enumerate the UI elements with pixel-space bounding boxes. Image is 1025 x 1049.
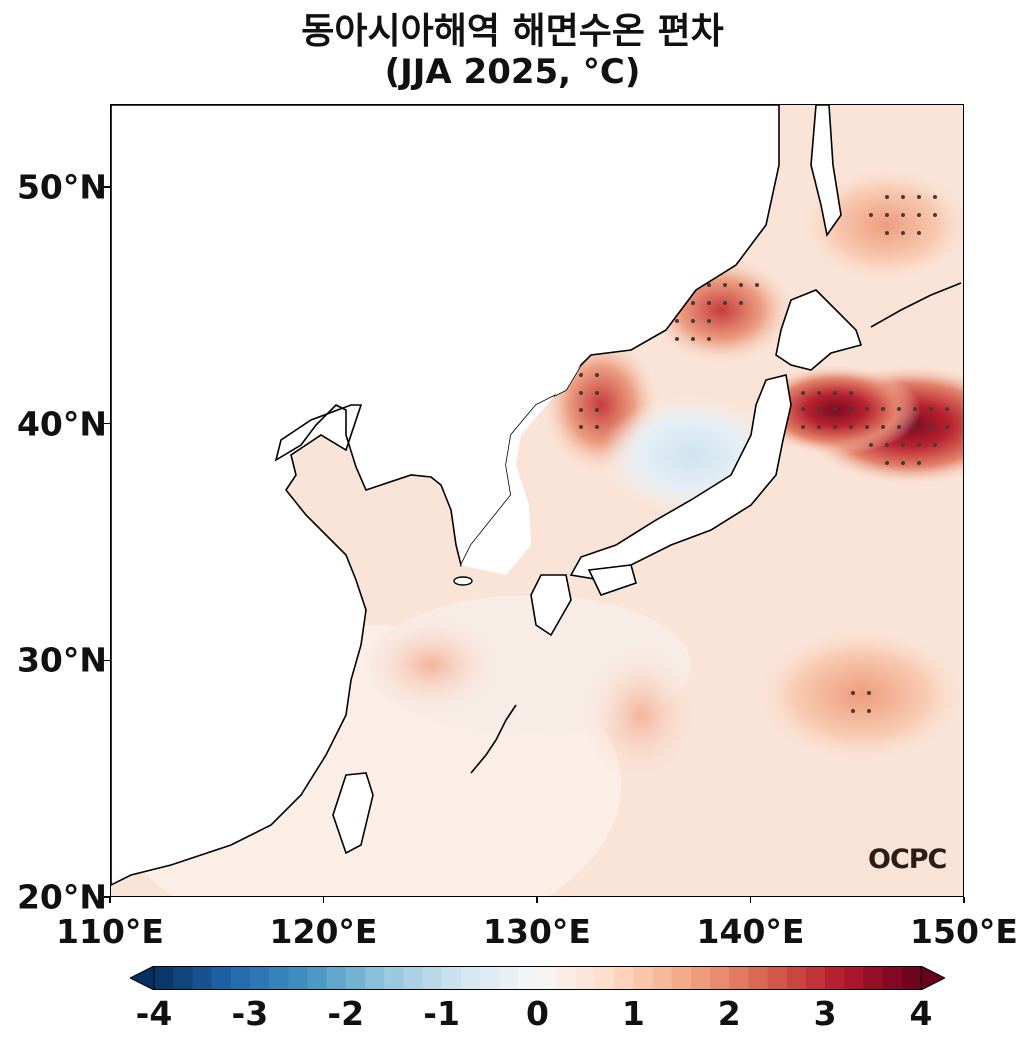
kyushu-island [530, 574, 572, 637]
y-tick-label: 20°N [16, 877, 107, 917]
colorbar-tick-label: 4 [909, 994, 933, 1033]
y-tick-mark [104, 659, 110, 662]
sst-anomaly-map [110, 104, 964, 897]
y-tick-label: 40°N [16, 404, 107, 444]
x-tick-mark [536, 897, 538, 903]
colorbar-cell [460, 966, 481, 990]
colorbar-cell [326, 966, 347, 990]
colorbar-cell [403, 966, 423, 990]
colorbar-cell [786, 966, 807, 990]
map-subtitle: (JJA 2025, °C) [384, 52, 641, 92]
taiwan-island [332, 772, 374, 855]
y-tick-label: 50°N [16, 167, 107, 207]
colorbar-tick-label: 3 [813, 994, 837, 1033]
colorbar-tick-label: 0 [526, 994, 549, 1033]
colorbar-tick-label: 1 [621, 994, 645, 1033]
x-tick-label: 150°E [910, 912, 1018, 951]
colorbar-cell [230, 966, 251, 990]
colorbar-max-extend [920, 966, 945, 990]
significance-stippling [579, 195, 949, 713]
kuril-islands [870, 282, 962, 328]
colorbar-cell [595, 966, 615, 990]
y-tick-label: 30°N [16, 640, 107, 680]
colorbar [130, 966, 945, 990]
colorbar-cell [249, 966, 270, 990]
ocpc-logo: OCPC [868, 844, 947, 875]
colorbar-cell [518, 966, 538, 990]
x-tick-mark [749, 897, 752, 903]
x-tick-mark [109, 897, 111, 903]
x-tick-label: 110°E [56, 912, 164, 951]
korean-peninsula [461, 365, 581, 575]
colorbar-tick-label: -3 [231, 994, 269, 1033]
colorbar-cell [364, 966, 385, 990]
colorbar-cell [173, 966, 193, 990]
colorbar-cell [844, 966, 864, 990]
colorbar-cell [652, 966, 673, 990]
colorbar-cell [710, 966, 730, 990]
colorbar-tick-label: -4 [135, 994, 173, 1033]
x-tick-label: 120°E [269, 912, 378, 951]
colorbar-cell [575, 966, 596, 990]
colorbar-tick-label: -2 [327, 994, 365, 1033]
y-tick-mark [104, 186, 110, 188]
colorbar-cell [288, 966, 308, 990]
colorbar-cell [825, 966, 845, 990]
colorbar-outline [153, 966, 922, 990]
colorbar-cell [690, 966, 711, 990]
colorbar-cell [882, 966, 903, 990]
sakhalin-island [810, 105, 842, 237]
colorbar-cell [805, 966, 826, 990]
shikoku-island [587, 564, 637, 596]
hokkaido-island [775, 289, 863, 371]
x-tick-mark [963, 897, 965, 903]
region-subtropical-pacific [751, 625, 963, 765]
colorbar-cell [537, 966, 558, 990]
x-tick-mark [322, 897, 325, 903]
colorbar-tick-label: 2 [717, 994, 741, 1033]
colorbar-cell [901, 966, 922, 990]
colorbar-cell [499, 966, 519, 990]
colorbar-cell [422, 966, 443, 990]
colorbar-cell [556, 966, 577, 990]
colorbar-cell [384, 966, 404, 990]
y-tick-mark [104, 896, 110, 898]
colorbar-cell [211, 966, 232, 990]
colorbar-cell [154, 966, 174, 990]
colorbar-min-extend [130, 966, 155, 990]
x-tick-label: 130°E [483, 912, 591, 951]
colorbar-tick-label: -1 [423, 994, 460, 1033]
colorbar-cell [614, 966, 634, 990]
x-tick-label: 140°E [696, 912, 805, 951]
colorbar-cell [269, 966, 289, 990]
colorbar-cell [479, 966, 500, 990]
map-title: 동아시아해역 해면수온 편차 [301, 11, 724, 52]
colorbar-cell [671, 966, 692, 990]
colorbar-cell [767, 966, 788, 990]
colorbar-cell [748, 966, 769, 990]
colorbar-cell [307, 966, 328, 990]
colorbar-cell [345, 966, 366, 990]
colorbar-cell [729, 966, 749, 990]
map-canvas [111, 105, 963, 896]
ryukyu-islands [470, 704, 517, 774]
jeju-island [453, 576, 473, 586]
colorbar-cell [633, 966, 654, 990]
colorbar-cell [863, 966, 884, 990]
colorbar-cell [192, 966, 213, 990]
region-okinawa [581, 645, 701, 785]
y-tick-mark [104, 422, 110, 425]
region-east-china-sea [361, 615, 501, 715]
colorbar-cell [441, 966, 462, 990]
